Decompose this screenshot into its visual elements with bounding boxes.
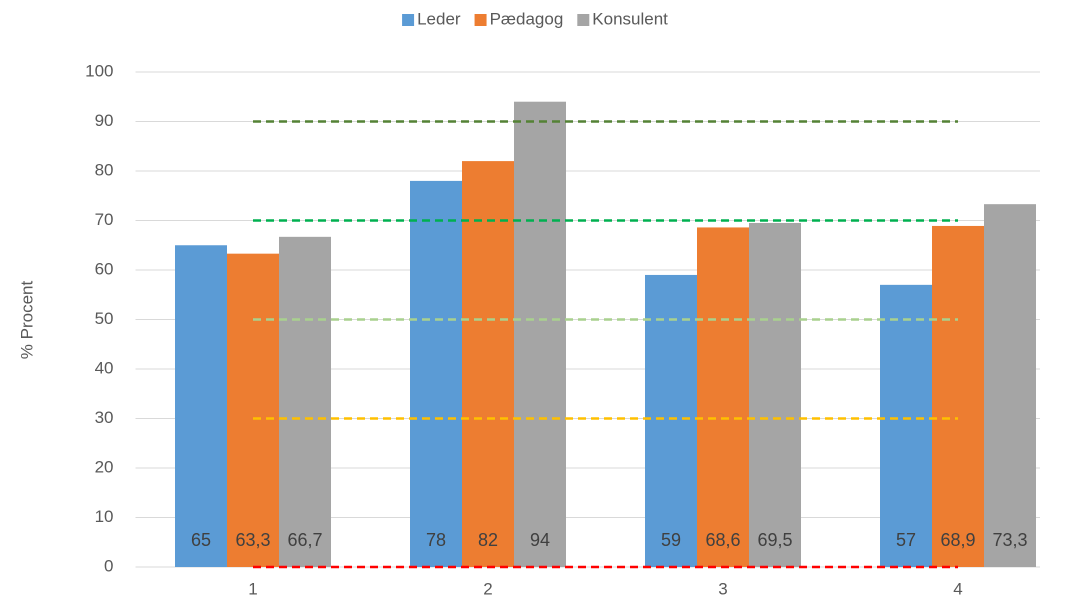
data-label: 94 — [530, 530, 550, 550]
bar — [880, 284, 932, 567]
bar — [410, 180, 462, 567]
y-tick-label: 100 — [85, 61, 113, 80]
bar — [645, 274, 697, 567]
data-label: 65 — [191, 530, 211, 550]
data-label: 59 — [661, 530, 681, 550]
y-tick-label: 10 — [95, 507, 114, 526]
data-label: 57 — [896, 530, 916, 550]
bar — [514, 101, 566, 567]
legend: Leder Pædagog Konsulent — [402, 9, 668, 28]
data-label: 78 — [426, 530, 446, 550]
data-label: 68,6 — [705, 530, 740, 550]
bar — [279, 236, 331, 567]
legend-swatch — [474, 14, 487, 26]
y-tick-label: 40 — [95, 358, 114, 377]
data-label: 68,9 — [940, 530, 975, 550]
y-tick-label: 80 — [95, 160, 114, 179]
x-tick-label: 1 — [248, 579, 257, 598]
legend-swatch — [402, 14, 415, 26]
x-tick-label: 4 — [953, 579, 962, 598]
bar — [697, 227, 749, 567]
y-axis-title: % Procent — [17, 281, 36, 360]
x-tick-label: 2 — [483, 579, 492, 598]
bar — [227, 253, 279, 568]
bar — [462, 161, 514, 567]
legend-label: Konsulent — [592, 9, 668, 28]
x-tick-label: 3 — [718, 579, 727, 598]
y-tick-label: 60 — [95, 259, 114, 278]
data-label: 69,5 — [757, 530, 792, 550]
bar — [984, 204, 1036, 568]
legend-label: Leder — [417, 9, 461, 28]
data-label: 73,3 — [992, 530, 1027, 550]
bar — [932, 225, 984, 567]
bar — [175, 245, 227, 567]
y-tick-label: 0 — [104, 556, 113, 575]
bar — [749, 222, 801, 567]
y-tick-label: 20 — [95, 457, 114, 476]
data-label: 82 — [478, 530, 498, 550]
y-tick-label: 30 — [95, 408, 114, 427]
y-tick-label: 90 — [95, 111, 114, 130]
y-tick-label: 70 — [95, 210, 114, 229]
data-label: 66,7 — [287, 530, 322, 550]
y-tick-label: 50 — [95, 309, 114, 328]
legend-swatch — [577, 14, 590, 26]
legend-label: Pædagog — [490, 9, 564, 28]
data-label: 63,3 — [235, 530, 270, 550]
